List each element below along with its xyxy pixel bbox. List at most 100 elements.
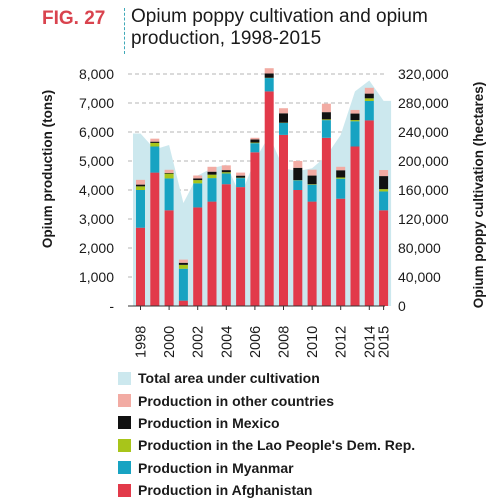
bar-segment	[221, 173, 231, 185]
bar-segment	[236, 175, 246, 178]
bar-segment	[307, 175, 317, 185]
bar-segment	[250, 137, 260, 140]
bar-segment	[379, 210, 389, 306]
y-axis-label-right: Opium poppy cultivation (hectares)	[471, 82, 486, 309]
bar-segment	[236, 187, 246, 306]
right-tick-label: 40,000	[398, 269, 441, 285]
bar-segment	[236, 178, 246, 188]
right-tick-label: 80,000	[398, 240, 441, 256]
bar-segment	[364, 120, 374, 307]
x-tick-label: 2002	[191, 326, 207, 358]
right-tick-label: 120,000	[398, 211, 449, 227]
bar-segment	[293, 167, 303, 181]
right-tick-label: 200,000	[398, 153, 449, 169]
bar-segment	[264, 73, 274, 78]
bar-segment	[321, 119, 331, 121]
bar-segment	[379, 191, 389, 211]
bar-segment	[207, 201, 217, 306]
left-tick-label: 3,000	[79, 211, 114, 227]
x-tick-label: 2014	[362, 326, 378, 358]
bar-segment	[264, 68, 274, 74]
bar-segment	[250, 152, 260, 306]
bar-segment	[193, 175, 203, 179]
legend-label: Production in the Lao People's Dem. Rep.	[138, 437, 416, 454]
figure-title: Opium poppy cultivation and opium produc…	[131, 6, 491, 50]
right-tick-label: 240,000	[398, 124, 449, 140]
legend-swatch	[118, 438, 131, 452]
right-tick-label: 160,000	[398, 182, 449, 198]
left-tick-label: 4,000	[79, 182, 114, 198]
bar-segment	[364, 100, 374, 121]
bar-segment	[250, 142, 260, 144]
bar-segment	[307, 184, 317, 185]
bar-segment	[136, 186, 145, 190]
bar-segment	[293, 161, 303, 168]
bar-segment	[178, 300, 188, 306]
bar-segment	[379, 176, 389, 190]
bar-segment	[136, 184, 145, 187]
legend-item: Production in the Lao People's Dem. Rep.	[118, 434, 415, 456]
bar-segment	[207, 178, 217, 202]
bar-segment	[350, 121, 360, 147]
figure-number: FIG. 27	[42, 8, 106, 29]
title-divider	[124, 8, 125, 54]
bar-segment	[250, 139, 260, 143]
legend-label: Total area under cultivation	[138, 370, 320, 387]
bar-segment	[279, 108, 288, 114]
legend-swatch	[118, 416, 131, 430]
bar-segment	[293, 180, 303, 190]
legend-item: Total area under cultivation	[118, 367, 415, 389]
legend-swatch	[118, 461, 131, 475]
bar-segment	[321, 103, 331, 113]
bar-segment	[221, 184, 231, 306]
bar-segment	[207, 174, 217, 179]
bar-segment	[150, 172, 160, 306]
bar-segment	[350, 113, 360, 121]
left-tick-label: 8,000	[79, 66, 114, 82]
left-tick-label: 5,000	[79, 153, 114, 169]
bar-segment	[221, 170, 231, 173]
bar-segment	[264, 78, 274, 92]
bar-segment	[364, 98, 374, 101]
bar-segment	[164, 210, 174, 306]
bar-segment	[150, 142, 160, 147]
legend: Total area under cultivation Production i…	[118, 367, 415, 501]
bar-segment	[207, 171, 217, 175]
legend-item: Production in Myanmar	[118, 457, 415, 479]
bar-segment	[193, 207, 203, 306]
opium-chart: - 1,000 2,000 3,000 4,000 5,000 6,000 7,000 8,00…	[40, 66, 486, 358]
left-tick-label: -	[109, 298, 114, 314]
bar-segment	[336, 170, 346, 178]
figure-title-line-1: Opium poppy cultivation and opium	[131, 6, 428, 27]
bar-segment	[178, 268, 188, 301]
bar-segment	[364, 87, 374, 94]
bar-segment	[264, 91, 274, 307]
bar-segment	[164, 178, 174, 211]
bar-segment	[364, 93, 374, 99]
legend-label: Production in Afghanistan	[138, 482, 313, 499]
bar-segment	[321, 120, 331, 138]
x-tick-label: 2008	[277, 326, 293, 358]
x-tick-label: 2012	[334, 326, 350, 358]
legend-label: Production in other countries	[138, 392, 335, 409]
bar-segment	[164, 172, 174, 174]
bar-segment	[136, 179, 145, 185]
bar-segment	[164, 169, 174, 173]
bar-segment	[236, 172, 246, 176]
x-tick-label: 2000	[162, 326, 178, 358]
right-tick-label: 280,000	[398, 95, 449, 111]
legend-item: Production in Afghanistan	[118, 479, 415, 501]
bar-segment	[293, 190, 303, 306]
bar-segment	[350, 120, 360, 122]
bar-segment	[150, 138, 160, 142]
left-tick-label: 1,000	[79, 269, 114, 285]
bar-segment	[193, 180, 203, 184]
x-tick-label: 2006	[248, 326, 264, 358]
bar-segment	[336, 178, 346, 199]
legend-swatch	[118, 483, 131, 497]
left-tick-label: 7,000	[79, 95, 114, 111]
left-tick-label: 6,000	[79, 124, 114, 140]
x-tick-label: 1998	[134, 326, 150, 358]
bar-segment	[150, 146, 160, 173]
bar-segment	[279, 134, 288, 306]
